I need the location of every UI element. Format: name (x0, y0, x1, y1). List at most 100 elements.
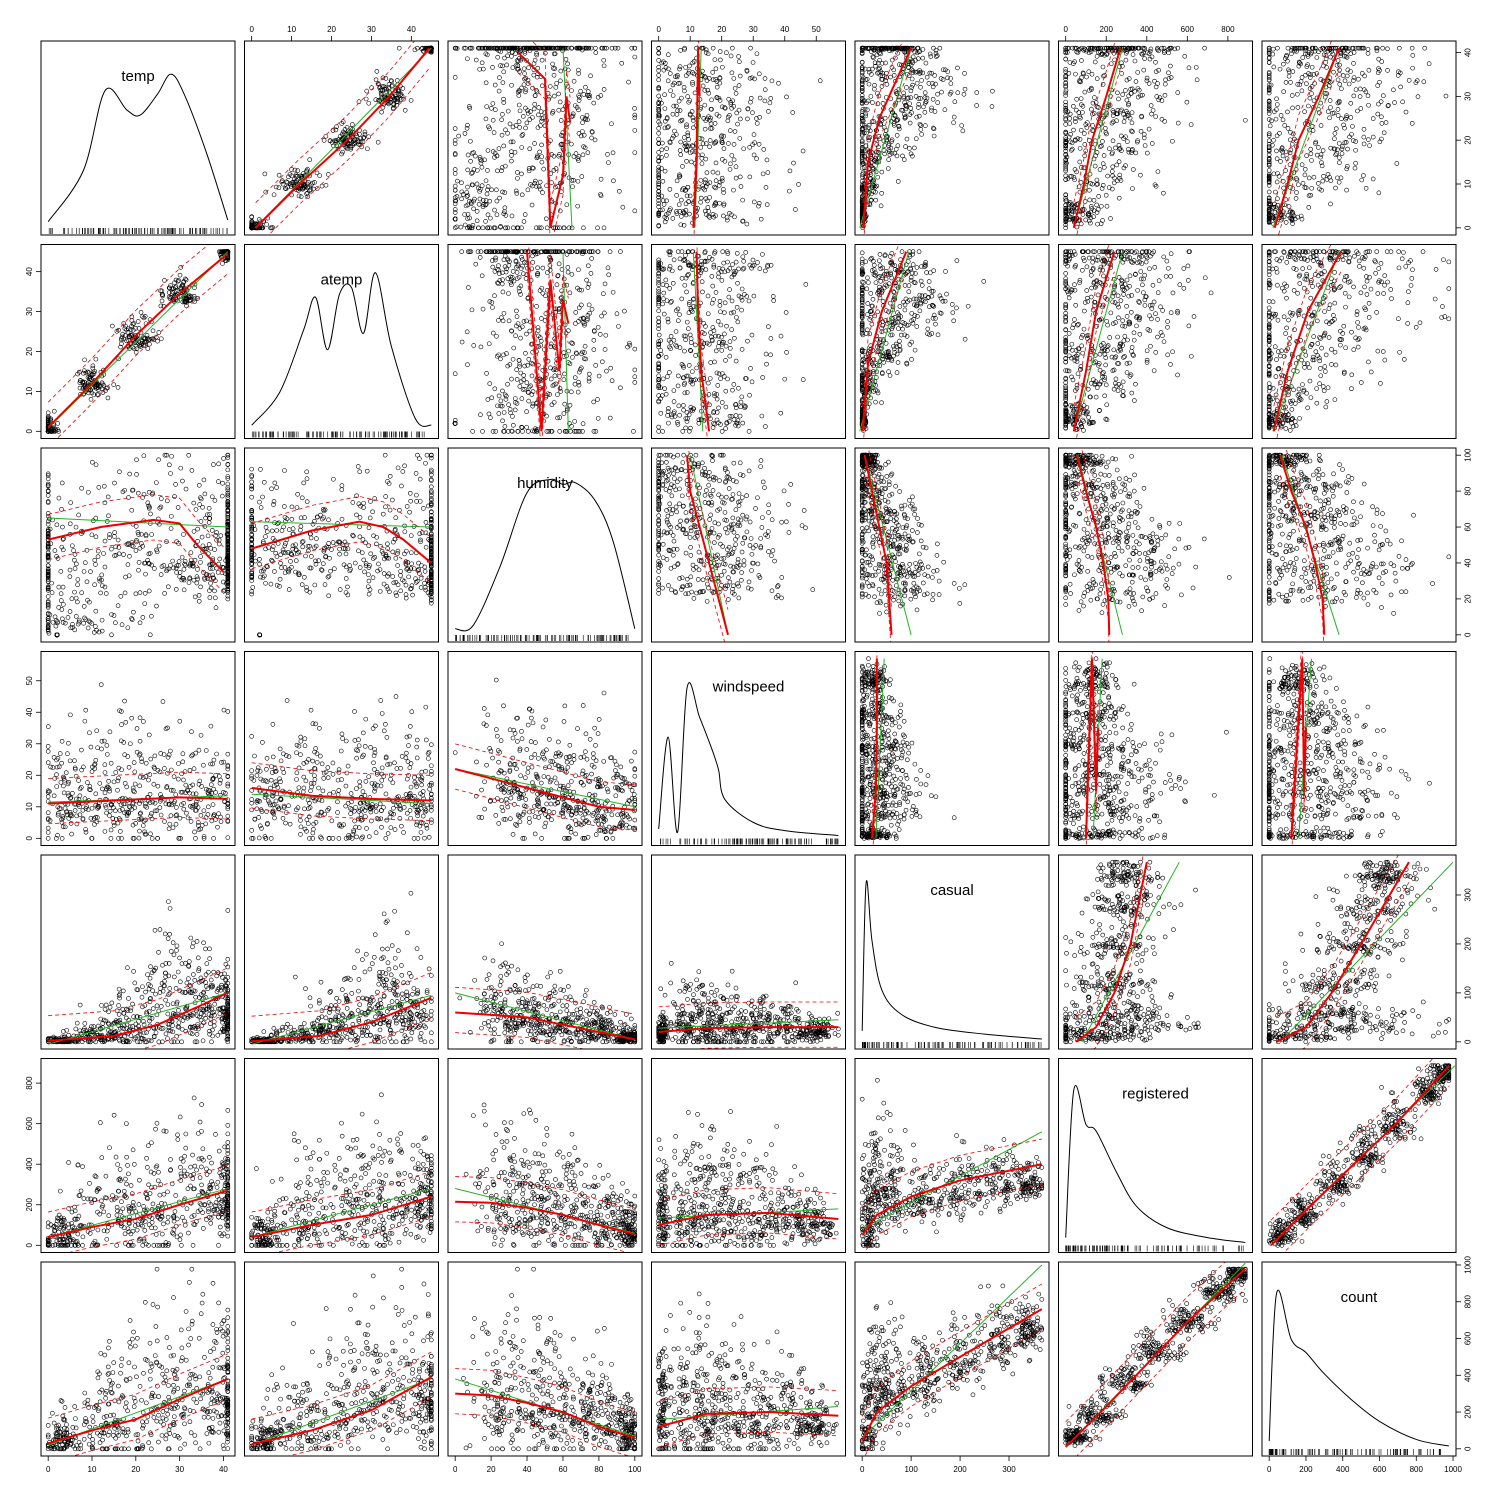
panel-content (452, 677, 638, 841)
spread-upper-line (251, 1351, 432, 1420)
spread-upper-line (658, 1001, 839, 1008)
panel-frame (447, 1058, 643, 1253)
smooth-fit-line (251, 1195, 432, 1239)
smooth-fit-line (1084, 658, 1100, 839)
scatter-points (1063, 45, 1248, 231)
scatter-points (859, 452, 968, 616)
spread-upper-line (1285, 448, 1325, 610)
tick-label: 1000 (1444, 1465, 1462, 1474)
smooth-fit-line (870, 658, 878, 839)
linear-fit-line (861, 1131, 1043, 1230)
linear-fit-line (692, 251, 704, 432)
axis-right-count: 0 200 400 600 800 1000 (1455, 1256, 1473, 1451)
spread-lower-line (863, 271, 907, 439)
panel-count-vs-atemp (244, 1261, 439, 1457)
scatter-points (1063, 1266, 1248, 1448)
linear-fit-line (562, 251, 569, 432)
tick-label: 200 (1464, 1405, 1473, 1419)
tick-label: 40 (219, 1465, 228, 1474)
scatter-points (859, 45, 995, 231)
tick-label: 0 (249, 25, 254, 34)
spread-upper-line (1073, 244, 1110, 407)
panel-casual-vs-windspeed (651, 854, 846, 1050)
tick-label: 80 (1464, 486, 1473, 495)
tick-label: 40 (25, 707, 34, 716)
spread-lower-line (251, 541, 432, 584)
panel-frame (1058, 651, 1253, 846)
spread-lower-line (273, 1216, 432, 1253)
smooth-fit-line (455, 1392, 636, 1439)
scatter-points (452, 249, 638, 434)
panel-registered-vs-temp (40, 1058, 236, 1253)
tick-label: 50 (25, 676, 34, 685)
tick-label: 20 (717, 25, 726, 34)
scatter-points (249, 45, 434, 231)
smooth-fit-line (861, 1308, 1043, 1442)
panel-content (656, 960, 841, 1049)
spread-upper-line (861, 1138, 1042, 1211)
smooth-fit-line (658, 1411, 839, 1428)
panel-temp-vs-count (1261, 40, 1457, 236)
scatter-points (1063, 656, 1229, 841)
linear-fit-line (861, 1264, 1043, 1439)
smooth-fit-line (695, 251, 711, 432)
smooth-fit-line (251, 520, 432, 564)
panel-frame (854, 40, 1050, 236)
tick-label: 600 (1373, 1465, 1387, 1474)
panel-content (656, 448, 816, 642)
tick-label: 0 (25, 429, 34, 434)
spread-lower-line (686, 475, 726, 642)
smooth-fit-line (526, 251, 570, 432)
spread-upper-line (1080, 448, 1110, 610)
axis-left-windspeed: 0 10 20 30 40 50 (25, 676, 42, 841)
panel-temp-vs-windspeed (651, 40, 846, 236)
panel-frame (1261, 651, 1457, 846)
panel-count-vs-casual (854, 1261, 1050, 1457)
spread-upper-line (867, 448, 892, 610)
tick-label: 800 (25, 1076, 34, 1090)
scatter-points (45, 1266, 231, 1452)
tick-label: 10 (287, 25, 296, 34)
tick-label: 0 (1464, 225, 1473, 230)
scatter-points (1266, 45, 1449, 227)
smooth-fit-line (251, 1376, 432, 1446)
spread-upper-line (251, 1171, 432, 1213)
smooth-fit-line (1272, 251, 1342, 432)
panel-frame (854, 244, 1050, 439)
axis-left-registered: 0 200 400 600 800 (25, 1076, 42, 1248)
panel-content (249, 1266, 434, 1456)
smooth-fit-line (1072, 47, 1122, 229)
panel-frame (651, 1058, 846, 1253)
spread-upper-line (528, 244, 569, 407)
spread-upper-line (48, 494, 224, 548)
tick-label: 40 (523, 1465, 532, 1474)
panel-count-vs-humidity (447, 1261, 643, 1457)
spread-upper-line (862, 244, 900, 407)
spread-lower-line (268, 68, 430, 235)
tick-label: 0 (656, 25, 661, 34)
tick-label: 200 (1299, 1465, 1313, 1474)
tick-label: 80 (594, 1465, 603, 1474)
panel-content (1063, 651, 1229, 846)
panel-humidity-vs-casual (854, 447, 1050, 643)
rug-marks (455, 635, 629, 641)
scatter-points (249, 890, 434, 1045)
panel-content (1266, 41, 1449, 235)
axis-right-temp: 0 10 20 30 40 (1455, 48, 1473, 230)
linear-fit-line (689, 455, 729, 635)
smooth-fit-line (861, 1163, 1043, 1236)
panel-frame (244, 854, 439, 1050)
panel-windspeed-vs-temp (40, 651, 236, 846)
tick-label: 20 (131, 1465, 140, 1474)
tick-label: 40 (25, 267, 34, 276)
panel-count-vs-temp (40, 1261, 236, 1457)
linear-fit-line (1073, 48, 1123, 228)
spread-lower-line (48, 817, 228, 825)
smooth-fit-line (517, 51, 572, 229)
panel-content (1063, 448, 1232, 642)
spread-lower-line (1278, 68, 1340, 235)
panel-content (1266, 448, 1452, 642)
scatter-points (45, 899, 231, 1045)
panel-atemp-vs-atemp: atemp (244, 244, 439, 439)
linear-fit-line (1073, 251, 1123, 432)
